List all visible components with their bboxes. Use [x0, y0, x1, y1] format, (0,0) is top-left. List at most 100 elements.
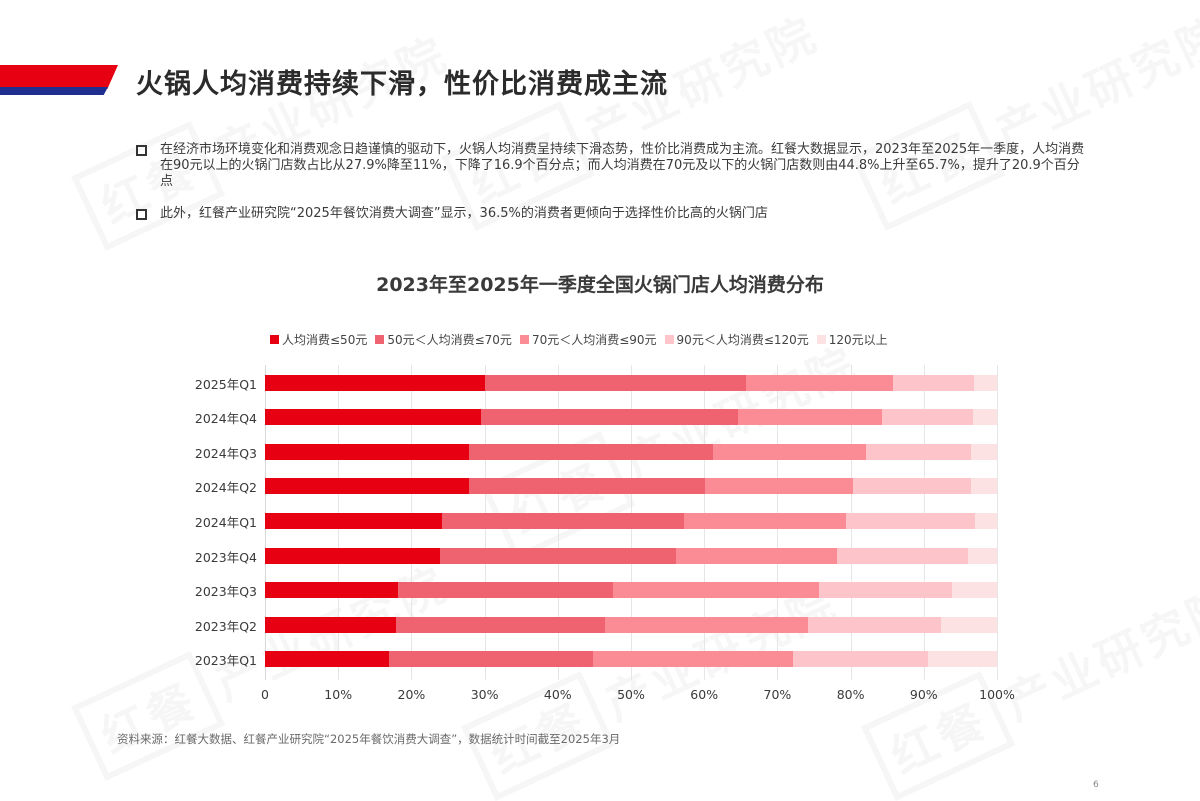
bar-segment: [683, 512, 847, 529]
category-label: 2025年Q1: [194, 376, 257, 392]
chart-plot-area: [265, 365, 998, 680]
bar-segment: [819, 582, 953, 599]
bar-segment: [396, 616, 605, 633]
bar-segment: [712, 443, 866, 460]
bar-row: [265, 409, 997, 426]
x-tick-label: 90%: [909, 687, 938, 702]
x-tick-label: 60%: [690, 687, 719, 702]
x-tick-label: 80%: [836, 687, 865, 702]
square-bullet-icon: [136, 145, 147, 156]
bar-segment: [398, 582, 613, 599]
x-tick-label: 0: [261, 687, 269, 702]
square-bullet-icon: [136, 209, 147, 220]
bar-segment: [604, 616, 809, 633]
x-tick-label: 30%: [470, 687, 499, 702]
legend-item: 90元＜人均消费≤120元: [664, 331, 809, 348]
legend-swatch: [270, 335, 279, 344]
bar-segment: [612, 582, 820, 599]
bar-row: [265, 512, 997, 529]
x-tick-label: 40%: [543, 687, 572, 702]
category-label: 2023年Q4: [194, 549, 257, 565]
bar-row: [265, 651, 997, 668]
bar-segment: [970, 443, 997, 460]
category-label: 2024年Q2: [194, 480, 257, 496]
header-accent-bar: [0, 65, 118, 97]
bar-row: [265, 547, 997, 564]
bar-segment: [388, 651, 593, 668]
bar-segment: [952, 582, 997, 599]
bar-segment: [836, 547, 968, 564]
bar-row: [265, 582, 997, 599]
bar-segment: [592, 651, 793, 668]
bar-segment: [846, 512, 976, 529]
bar-segment: [737, 409, 883, 426]
bar-segment: [970, 478, 997, 495]
x-tick-label: 70%: [763, 687, 792, 702]
legend-item: 50元＜人均消费≤70元: [375, 331, 512, 348]
legend-swatch: [375, 335, 385, 344]
legend-swatch: [519, 335, 529, 344]
source-note: 资料来源：红餐大数据、红餐产业研究院“2025年餐饮消费大调查”，数据统计时间截…: [117, 732, 621, 746]
bar-segment: [745, 374, 894, 391]
bar-row: [265, 616, 997, 633]
header-accent-red: [0, 65, 118, 89]
category-label: 2023年Q3: [194, 584, 257, 600]
bar-segment: [972, 409, 997, 426]
bar-segment: [265, 616, 397, 633]
bar-segment: [265, 547, 440, 564]
legend-label: 90元＜人均消费≤120元: [676, 333, 809, 347]
bar-segment: [704, 478, 853, 495]
bar-segment: [439, 547, 676, 564]
legend-swatch: [816, 335, 826, 344]
bar-row: [265, 443, 997, 460]
bullet-text: 在经济市场环境变化和消费观念日趋谨慎的驱动下，火锅人均消费呈持续下滑态势，性价比…: [160, 142, 1085, 189]
bar-segment: [265, 512, 443, 529]
legend-swatch: [664, 335, 674, 344]
bar-row: [265, 374, 997, 391]
bar-segment: [675, 547, 837, 564]
page-title: 火锅人均消费持续下滑，性价比消费成主流: [136, 69, 668, 100]
bullet-item: 在经济市场环境变化和消费观念日趋谨慎的驱动下，火锅人均消费呈持续下滑态势，性价比…: [136, 142, 1086, 190]
bar-segment: [882, 409, 973, 426]
bar-segment: [484, 374, 746, 391]
legend-label: 70元＜人均消费≤90元: [531, 333, 657, 347]
bar-segment: [265, 443, 470, 460]
legend-label: 50元＜人均消费≤70元: [387, 333, 512, 347]
category-label: 2024年Q4: [194, 411, 257, 427]
bar-segment: [865, 443, 971, 460]
category-label: 2023年Q1: [194, 653, 257, 669]
bar-segment: [808, 616, 941, 633]
bar-segment: [469, 478, 705, 495]
bar-segment: [265, 651, 389, 668]
bar-segment: [928, 651, 997, 668]
chart-legend: 人均消费≤50元 50元＜人均消费≤70元 70元＜人均消费≤90元 90元＜人均消费…: [270, 331, 888, 348]
bar-segment: [893, 374, 975, 391]
bar-segment: [480, 409, 738, 426]
bar-segment: [967, 547, 997, 564]
bar-segment: [852, 478, 971, 495]
bar-segment: [442, 512, 684, 529]
x-tick-label: 100%: [979, 687, 1015, 702]
bar-segment: [975, 512, 997, 529]
bullet-list: 在经济市场环境变化和消费观念日趋谨慎的驱动下，火锅人均消费呈持续下滑态势，性价比…: [136, 142, 1086, 238]
legend-item: 人均消费≤50元: [270, 331, 367, 348]
bar-segment: [469, 443, 713, 460]
page-number: 6: [1093, 780, 1099, 790]
legend-item: 70元＜人均消费≤90元: [519, 331, 657, 348]
bar-row: [265, 478, 997, 495]
bar-segment: [940, 616, 997, 633]
header-accent-blue: [0, 87, 108, 95]
bar-segment: [265, 478, 470, 495]
gridline: [997, 365, 998, 680]
chart-title: 2023年至2025年一季度全国火锅门店人均消费分布: [376, 274, 824, 296]
bar-segment: [265, 409, 481, 426]
x-tick-label: 10%: [324, 687, 353, 702]
legend-label: 120元以上: [828, 333, 888, 347]
bar-segment: [792, 651, 929, 668]
x-tick-label: 20%: [397, 687, 426, 702]
x-tick-label: 50%: [617, 687, 645, 702]
category-label: 2024年Q3: [194, 445, 257, 461]
category-label: 2023年Q2: [194, 618, 257, 634]
bar-segment: [974, 374, 997, 391]
bullet-item: 此外，红餐产业研究院“2025年餐饮消费大调查”显示，36.5%的消费者更倾向于…: [136, 206, 1086, 222]
